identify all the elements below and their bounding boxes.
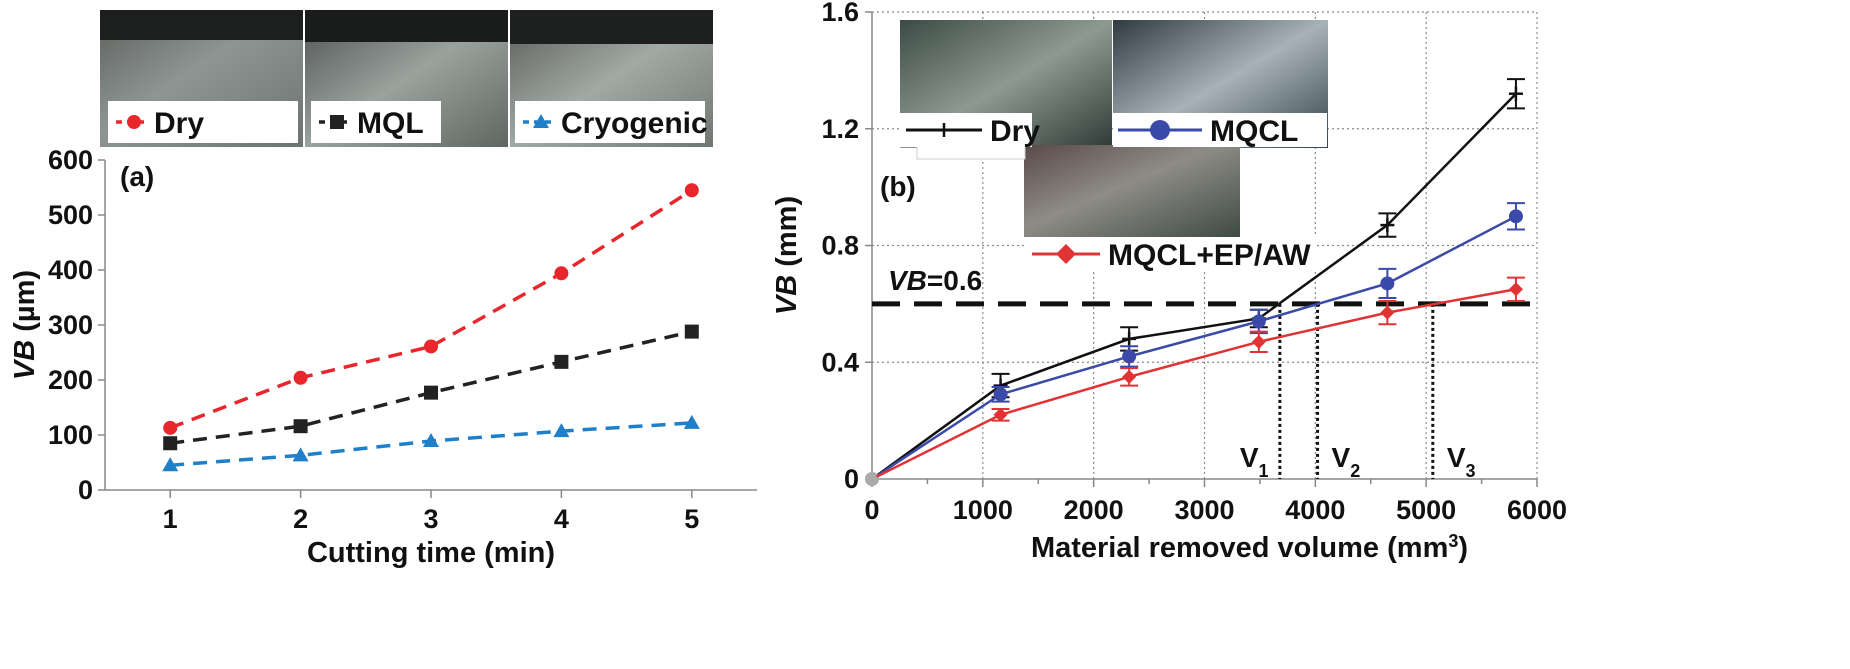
data-point-a-dry (163, 420, 178, 435)
y-tick-label-a: 300 (48, 310, 93, 340)
data-point-a-dry (554, 266, 569, 281)
tool-image-mqcl-ep-aw-b (1024, 145, 1240, 237)
x-axis-label-b-sup: 3 (1448, 531, 1458, 551)
data-point-a-cryogenic (683, 414, 700, 429)
x-tick-label-b: 2000 (1064, 495, 1124, 525)
legend-label-b: Dry (990, 115, 1040, 148)
y-axis-label-a: VB (µm) (9, 270, 41, 380)
y-axis-label-a-unit: (µm) (9, 270, 41, 340)
y-tick-label-b: 0.8 (821, 231, 859, 261)
data-point-a-mql (424, 385, 438, 400)
data-point-a-cryogenic (162, 457, 179, 472)
y-axis-label-b: VB (mm) (771, 196, 803, 315)
v-marker-letter: V (1240, 442, 1259, 473)
x-tick-label-a: 4 (554, 504, 569, 534)
v-marker-letter: V (1332, 442, 1351, 473)
series-line-b-mqcl (871, 215, 1517, 481)
data-point-b-mqcl (993, 387, 1008, 402)
data-point-b-mqcl-ep-aw (1251, 334, 1266, 349)
data-point-a-cryogenic (292, 447, 309, 462)
data-point-a-dry (424, 339, 438, 354)
legend-marker-b (1056, 244, 1076, 264)
data-point-a-dry (684, 183, 699, 198)
y-tick-label-b: 1.2 (821, 114, 859, 144)
legend-label-a: MQL (357, 107, 424, 140)
y-axis-label-b-italic: VB (771, 275, 803, 315)
legend-panel-a: Dry MQL Cryogenic (108, 101, 708, 143)
y-tick-label-a: 100 (48, 420, 93, 450)
v-marker-label: V2 (1332, 442, 1361, 481)
panel-label-a: (a) (120, 161, 154, 192)
panel-label-b: (b) (880, 171, 916, 202)
data-point-a-dry (293, 370, 308, 385)
legend-label-b: MQCL (1210, 115, 1298, 148)
x-axis-label-b-end: ) (1458, 532, 1468, 564)
legend-label-a: Dry (154, 107, 204, 140)
x-tick-label-b: 6000 (1507, 495, 1567, 525)
y-axis-label-b-unit: (mm) (771, 196, 803, 275)
tool-image-cryogenic-edge (510, 10, 713, 44)
y-tick-label-a: 400 (48, 255, 93, 285)
tool-image-dry-edge (100, 10, 303, 40)
chart-panel-a: 0 100 200 300 400 500 600 1 2 3 4 5 Cutting time (mi… (9, 145, 757, 569)
data-point-b-mqcl-ep-aw (865, 472, 879, 486)
legend-marker-a (533, 114, 549, 128)
legend-panel-b: Dry MQCL MQCL+EP/AW (900, 113, 1327, 272)
x-tick-label-b: 0 (864, 495, 879, 525)
series-line-b-mqcl-ep-aw (871, 288, 1517, 481)
data-point-b-mqcl-ep-aw (1122, 369, 1137, 384)
threshold-label: VB=0.6 (888, 265, 982, 296)
data-point-b-mqcl (1508, 209, 1523, 224)
v-marker-sub: 1 (1259, 461, 1269, 481)
y-tick-label-a: 500 (48, 200, 93, 230)
data-point-b-mqcl (1380, 276, 1395, 291)
x-axis-label-b: Material removed volume (mm3) (1031, 531, 1468, 564)
x-tick-label-b: 5000 (1396, 495, 1456, 525)
x-tick-label-a: 1 (163, 504, 178, 534)
y-tick-label-a: 200 (48, 365, 93, 395)
y-tick-label-b: 1.6 (821, 0, 859, 27)
x-tick-label-b: 3000 (1174, 495, 1234, 525)
y-tick-label-b: 0 (844, 464, 859, 494)
x-axis-label-b-main: Material removed volume (mm (1031, 532, 1448, 564)
legend-label-b: MQCL+EP/AW (1108, 239, 1311, 272)
series-line-a-dry (169, 188, 693, 430)
legend-marker-b (1150, 120, 1170, 140)
data-point-a-cryogenic (423, 433, 439, 448)
y-axis-label-a-italic: VB (9, 340, 41, 380)
data-point-a-mql (684, 324, 699, 339)
legend-label-a: Cryogenic (561, 107, 708, 140)
data-point-b-mqcl-ep-aw (1508, 282, 1523, 297)
data-point-a-mql (163, 436, 178, 451)
series-line-b-dry (871, 92, 1517, 481)
data-point-a-mql (554, 354, 569, 369)
x-tick-label-a: 5 (684, 504, 699, 534)
x-tick-label-a: 2 (293, 504, 308, 534)
x-tick-label-b: 4000 (1285, 495, 1345, 525)
legend-marker-a (330, 115, 344, 129)
chart-panel-b: 0 0.4 0.8 1.2 1.6 0 1000 2000 3000 4000 5000 6000 Ma… (771, 0, 1567, 564)
data-point-a-mql (293, 419, 308, 434)
data-point-a-cryogenic (553, 423, 570, 438)
x-tick-label-b: 1000 (953, 495, 1013, 525)
data-point-b-mqcl (1251, 314, 1266, 329)
data-point-b-mqcl-ep-aw (1380, 305, 1395, 320)
x-tick-label-a: 3 (423, 504, 438, 534)
y-tick-label-a: 0 (78, 475, 93, 505)
v-marker-label: V1 (1240, 442, 1269, 481)
v-marker-sub: 3 (1466, 461, 1476, 481)
data-point-b-mqcl (1122, 349, 1137, 364)
y-tick-label-b: 0.4 (821, 347, 859, 377)
tool-image-mql-edge (305, 10, 508, 42)
v-marker-sub: 2 (1350, 461, 1360, 481)
threshold-label-rest: =0.6 (927, 265, 982, 296)
v-marker-label: V3 (1447, 442, 1476, 481)
data-point-b-mqcl-ep-aw (993, 407, 1008, 422)
v-marker-letter: V (1447, 442, 1466, 473)
x-axis-label-a: Cutting time (min) (307, 537, 555, 569)
legend-marker-a (127, 115, 141, 129)
y-tick-label-a: 600 (48, 145, 93, 175)
threshold-label-italic: VB (888, 265, 927, 296)
